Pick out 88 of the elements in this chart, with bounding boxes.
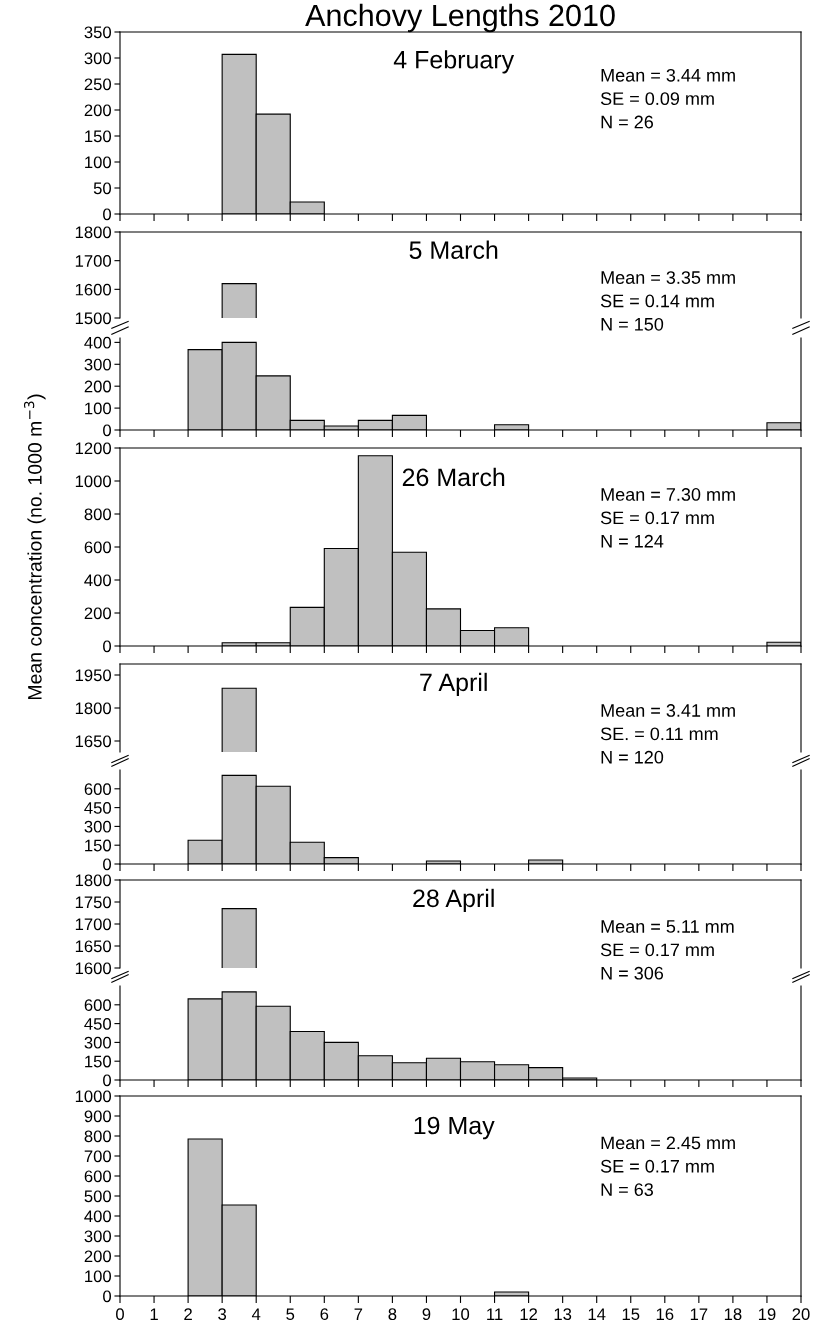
y-tick-label: 400	[84, 574, 112, 587]
x-tick-label: 16	[656, 1308, 674, 1321]
y-tick-label: 1800	[75, 702, 112, 715]
y-tick-label: 800	[84, 1130, 112, 1143]
y-tick-label: 1650	[75, 735, 112, 748]
y-tick-label: 1200	[75, 442, 112, 455]
y-tick-label: 300	[84, 52, 112, 65]
annotation: Mean = 3.35 mm SE = 0.14 mm N = 150	[600, 271, 735, 331]
x-tick-label: 9	[422, 1308, 431, 1321]
x-tick-label: 8	[388, 1308, 397, 1321]
annotation: 19 May	[414, 1116, 495, 1140]
y-tick-label: 450	[84, 802, 112, 814]
y-tick-label: 1600	[75, 283, 112, 296]
chart-title: Anchovy Lengths 2010	[305, 3, 615, 33]
y-tick-label: 400	[84, 1210, 112, 1223]
y-tick-label: 300	[84, 1036, 112, 1049]
y-tick-label: 0	[103, 424, 112, 437]
x-tick-label: 20	[792, 1308, 810, 1321]
annotation: 28 April	[413, 888, 494, 913]
y-tick-label: 600	[84, 1170, 112, 1183]
y-tick-label: 1800	[75, 874, 112, 887]
y-tick-label: 100	[85, 1270, 112, 1283]
annotation: 7 April	[420, 672, 487, 697]
y-tick-label: 1000	[75, 1090, 112, 1103]
y-tick-label: 150	[85, 130, 112, 143]
x-tick-label: 3	[218, 1308, 227, 1321]
annotation: Mean = 3.41 mm SE. = 0.11 mm N = 120	[600, 704, 735, 764]
x-tick-label: 1	[150, 1308, 158, 1320]
y-tick-label: 1600	[75, 962, 112, 975]
y-axis-title: Mean concentration (no. 1000 m$^{−3}$)	[23, 394, 46, 700]
x-tick-label: 2	[184, 1308, 192, 1320]
y-tick-label: 350	[84, 26, 112, 39]
annotation: Mean = 5.11 mm SE = 0.17 mm N = 306	[600, 920, 734, 980]
y-tick-label: 200	[84, 104, 112, 117]
x-tick-label: 7	[354, 1308, 363, 1320]
x-tick-label: 0	[116, 1308, 124, 1321]
x-tick-label: 12	[520, 1308, 538, 1320]
y-tick-label: 600	[84, 783, 112, 795]
y-tick-label: 1000	[75, 475, 112, 488]
y-tick-label: 1800	[75, 226, 112, 239]
y-tick-label: 1650	[75, 940, 112, 953]
y-tick-label: 300	[84, 820, 112, 833]
y-tick-label: 200	[84, 380, 112, 393]
x-tick-label: 13	[554, 1308, 572, 1321]
y-tick-label: 200	[84, 607, 112, 620]
y-tick-label: 150	[85, 1055, 112, 1068]
y-tick-label: 1700	[75, 918, 112, 931]
y-tick-label: 0	[103, 640, 112, 653]
y-tick-label: 600	[84, 999, 112, 1011]
y-tick-label: 1750	[75, 896, 112, 909]
x-tick-label: 17	[690, 1308, 708, 1320]
y-tick-label: 50	[93, 182, 112, 195]
y-tick-label: 400	[84, 336, 112, 349]
y-tick-label: 0	[103, 1074, 112, 1087]
y-tick-label: 250	[84, 78, 112, 91]
x-tick-label: 15	[622, 1308, 640, 1321]
x-tick-label: 18	[724, 1308, 742, 1321]
y-tick-label: 800	[84, 508, 112, 521]
y-tick-label: 300	[84, 358, 112, 371]
annotation: 26 March	[402, 467, 505, 487]
annotation: 4 February	[393, 50, 515, 74]
y-tick-label: 700	[84, 1150, 112, 1163]
x-tick-label: 6	[320, 1308, 329, 1321]
y-tick-label: 1950	[75, 669, 112, 682]
y-tick-label: 150	[85, 839, 112, 852]
y-tick-label: 100	[85, 402, 112, 415]
y-tick-label: 1700	[75, 255, 112, 267]
y-tick-label: 0	[103, 858, 112, 871]
y-tick-label: 450	[84, 1018, 112, 1030]
y-tick-label: 0	[103, 208, 112, 221]
y-tick-label: 1500	[75, 312, 112, 325]
y-tick-label: 500	[84, 1190, 112, 1203]
annotation: 5 March	[409, 240, 498, 259]
x-tick-label: 11	[487, 1308, 503, 1320]
y-tick-label: 200	[84, 1250, 112, 1263]
x-tick-label: 14	[588, 1308, 606, 1320]
annotation: Mean = 3.44 mm SE = 0.09 mm N = 26	[600, 68, 735, 129]
annotation: Mean = 7.30 mm SE = 0.17 mm N = 124	[600, 488, 735, 548]
y-tick-label: 900	[84, 1110, 112, 1123]
x-tick-label: 19	[758, 1308, 776, 1321]
x-tick-label: 5	[286, 1308, 295, 1321]
y-tick-label: 300	[84, 1230, 112, 1243]
y-tick-label: 600	[84, 541, 112, 554]
x-tick-label: 4	[251, 1308, 261, 1320]
y-tick-label: 100	[85, 156, 112, 169]
y-tick-label: 0	[103, 1290, 112, 1303]
annotation: Mean = 2.45 mm SE = 0.17 mm N = 63	[600, 1136, 735, 1197]
x-tick-label: 10	[452, 1308, 470, 1321]
